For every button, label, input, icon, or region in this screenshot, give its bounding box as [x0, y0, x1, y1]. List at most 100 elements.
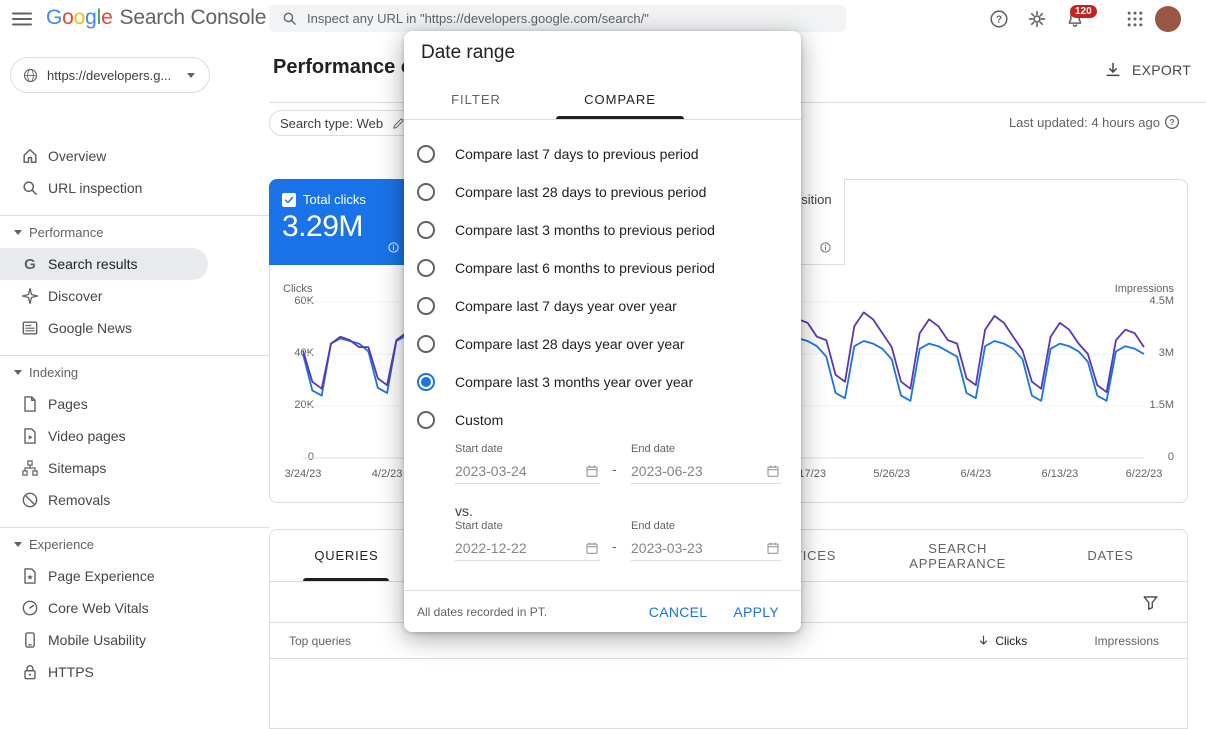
- search-type-chip[interactable]: Search type: Web: [269, 110, 418, 136]
- sidebar-item-video-pages[interactable]: Video pages: [0, 420, 269, 452]
- sidebar-item-removals[interactable]: Removals: [0, 484, 269, 516]
- compare-option-custom[interactable]: Custom: [404, 401, 801, 439]
- calendar-icon[interactable]: [584, 463, 600, 479]
- page-icon: [24, 396, 36, 412]
- property-selector[interactable]: https://developers.g...: [10, 57, 210, 93]
- cancel-button[interactable]: CANCEL: [648, 603, 708, 620]
- range-separator: -: [612, 461, 617, 477]
- section-indexing[interactable]: Indexing: [0, 356, 269, 388]
- radio-icon[interactable]: [417, 297, 435, 315]
- divider: [0, 527, 269, 528]
- notification-badge[interactable]: 120: [1070, 5, 1097, 18]
- sidebar-item-search-results[interactable]: G Search results: [0, 248, 208, 280]
- section-performance[interactable]: Performance: [0, 216, 269, 248]
- tab-queries[interactable]: QUERIES: [270, 530, 423, 581]
- app-logo: Google Search Console: [46, 6, 266, 30]
- sidebar-item-label: Pages: [48, 396, 88, 412]
- export-label: EXPORT: [1132, 62, 1192, 78]
- compare-option-7-days-yoy[interactable]: Compare last 7 days year over year: [404, 287, 801, 325]
- sidebar-item-label: Video pages: [48, 428, 126, 444]
- sidebar-item-https[interactable]: HTTPS: [0, 656, 269, 688]
- menu-icon[interactable]: [10, 7, 34, 31]
- field-label: End date: [631, 520, 676, 532]
- sidebar-item-core-web-vitals[interactable]: Core Web Vitals: [0, 592, 269, 624]
- radio-icon[interactable]: [417, 335, 435, 353]
- range2-start-input[interactable]: [455, 539, 584, 556]
- sidebar-item-label: Removals: [48, 492, 111, 508]
- range1-end-input[interactable]: [631, 462, 765, 479]
- metric-checkbox[interactable]: [282, 192, 296, 207]
- google-g-icon: G: [24, 255, 36, 273]
- help-icon[interactable]: ?: [988, 8, 1010, 30]
- y-tick: 0: [307, 451, 314, 463]
- sidebar-item-overview[interactable]: Overview: [0, 140, 269, 172]
- compare-option-28-days-yoy[interactable]: Compare last 28 days year over year: [404, 325, 801, 363]
- avatar[interactable]: [1155, 6, 1181, 32]
- tab-dates[interactable]: DATES: [1087, 548, 1134, 563]
- help-circle-icon[interactable]: ?: [1163, 113, 1181, 131]
- x-axis-label: 4/2/23: [371, 468, 403, 480]
- smartphone-icon: [25, 632, 35, 648]
- newspaper-icon: [22, 321, 38, 335]
- search-input[interactable]: [307, 11, 834, 26]
- url-inspect-search[interactable]: [269, 5, 846, 32]
- compare-option-3-months[interactable]: Compare last 3 months to previous period: [404, 211, 801, 249]
- radio-icon[interactable]: [417, 183, 435, 201]
- section-label: Performance: [29, 224, 104, 240]
- sidebar-item-page-experience[interactable]: Page Experience: [0, 560, 269, 592]
- tab-compare[interactable]: COMPARE: [548, 80, 692, 119]
- removals-block-icon: [22, 492, 38, 508]
- calendar-icon[interactable]: [765, 540, 781, 556]
- calendar-icon[interactable]: [765, 463, 781, 479]
- sidebar-item-google-news[interactable]: Google News: [0, 312, 269, 344]
- globe-icon: [23, 68, 38, 82]
- radio-icon[interactable]: [417, 259, 435, 277]
- section-collapse-icon: [14, 369, 22, 375]
- info-icon[interactable]: [387, 241, 400, 254]
- vs-label: vs.: [455, 503, 473, 519]
- info-icon[interactable]: [819, 241, 832, 254]
- radio-icon[interactable]: [417, 145, 435, 163]
- compare-option-3-months-yoy[interactable]: Compare last 3 months year over year: [404, 363, 801, 401]
- home-icon: [23, 149, 37, 163]
- sidebar-item-url-inspection[interactable]: URL inspection: [0, 172, 269, 204]
- search-icon: [283, 12, 296, 25]
- column-clicks[interactable]: Clicks: [977, 634, 1027, 648]
- tab-filter[interactable]: FILTER: [451, 92, 501, 107]
- column-impressions[interactable]: Impressions: [1094, 633, 1159, 648]
- sidebar-item-sitemaps[interactable]: Sitemaps: [0, 452, 269, 484]
- sidebar-item-pages[interactable]: Pages: [0, 388, 269, 420]
- range2-end-input[interactable]: [631, 539, 765, 556]
- sidebar-item-mobile-usability[interactable]: Mobile Usability: [0, 624, 269, 656]
- svg-text:?: ?: [1169, 118, 1174, 127]
- y-tick: 60K: [294, 295, 314, 307]
- sidebar-nav: Overview URL inspection Performance G Se…: [0, 131, 269, 688]
- sitemap-icon: [22, 460, 38, 476]
- sidebar-item-label: Google News: [48, 320, 133, 336]
- calendar-icon[interactable]: [584, 540, 600, 556]
- settings-icon[interactable]: [1026, 8, 1048, 30]
- sidebar-item-label: Search results: [48, 256, 138, 272]
- chip-label: Search type: Web: [280, 115, 384, 131]
- svg-text:?: ?: [996, 15, 1002, 26]
- sidebar-item-discover[interactable]: Discover: [0, 280, 269, 312]
- sidebar-item-label: Sitemaps: [48, 460, 107, 476]
- radio-icon[interactable]: [417, 373, 435, 391]
- tab-search-appearance[interactable]: SEARCH APPEARANCE: [909, 540, 1007, 571]
- radio-icon[interactable]: [417, 411, 435, 429]
- compare-option-28-days[interactable]: Compare last 28 days to previous period: [404, 173, 801, 211]
- range1-end-field: End date: [631, 443, 781, 484]
- compare-option-6-months[interactable]: Compare last 6 months to previous period: [404, 249, 801, 287]
- y-tick: 20K: [294, 399, 314, 411]
- metric-card-total-clicks[interactable]: Total clicks 3.29M: [269, 179, 413, 265]
- export-button[interactable]: EXPORT: [1103, 60, 1191, 80]
- apps-grid-icon[interactable]: [1125, 9, 1145, 29]
- compare-option-7-days[interactable]: Compare last 7 days to previous period: [404, 135, 801, 173]
- section-experience[interactable]: Experience: [0, 528, 269, 560]
- range1-start-input[interactable]: [455, 462, 584, 479]
- apply-button[interactable]: APPLY: [733, 603, 779, 620]
- column-top-queries[interactable]: Top queries: [289, 633, 352, 648]
- radio-icon[interactable]: [417, 221, 435, 239]
- filter-icon[interactable]: [1141, 593, 1160, 612]
- video-page-icon: [24, 428, 36, 444]
